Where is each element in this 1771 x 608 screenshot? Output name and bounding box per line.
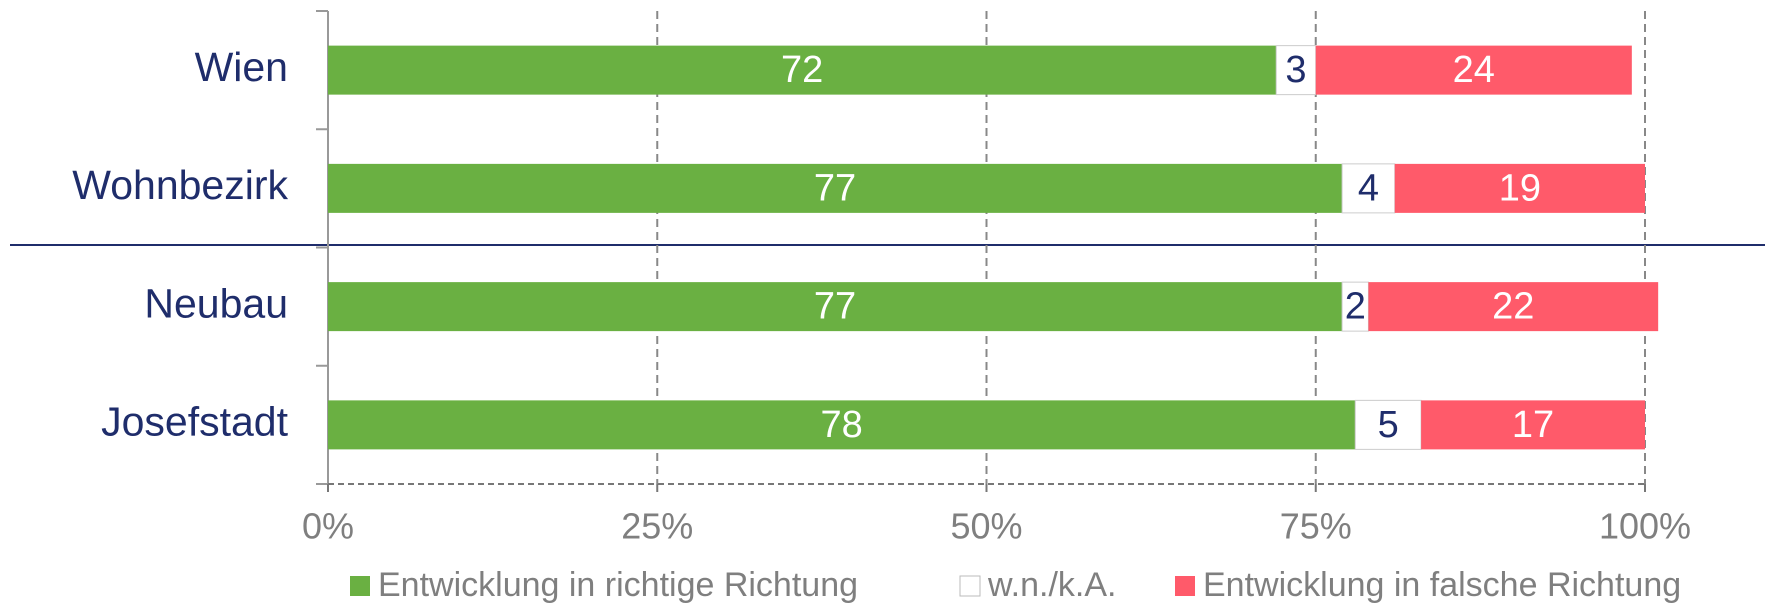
legend-swatch xyxy=(350,576,370,596)
legend-swatch xyxy=(1175,576,1195,596)
data-label: 3 xyxy=(1285,49,1306,91)
data-label: 22 xyxy=(1492,286,1534,328)
data-label: 78 xyxy=(820,404,862,446)
bar-segment xyxy=(1315,45,1632,95)
bar-segment xyxy=(328,163,1343,213)
x-tick-label: 25% xyxy=(621,506,693,547)
x-tick-label: 100% xyxy=(1599,506,1691,547)
legend-label: Entwicklung in richtige Richtung xyxy=(378,566,858,604)
data-label: 72 xyxy=(781,49,823,91)
bar-segment xyxy=(1354,399,1422,450)
bar-segment xyxy=(328,45,1277,95)
bar-segment xyxy=(1394,163,1645,213)
x-tick-label: 50% xyxy=(950,506,1022,547)
bar-segment xyxy=(1421,400,1645,450)
category-label: Neubau xyxy=(144,280,288,326)
bar-segment xyxy=(1341,281,1369,332)
bar-segment xyxy=(1341,163,1396,214)
legend-label: Entwicklung in falsche Richtung xyxy=(1203,566,1681,604)
bar-segment xyxy=(328,400,1356,450)
data-label: 2 xyxy=(1345,286,1366,328)
category-label: Wohnbezirk xyxy=(72,162,288,208)
data-label: 5 xyxy=(1378,404,1399,446)
data-label: 24 xyxy=(1453,49,1495,91)
data-label: 17 xyxy=(1512,404,1554,446)
bar-segment xyxy=(328,282,1343,332)
data-label: 77 xyxy=(814,167,856,209)
x-tick-label: 75% xyxy=(1280,506,1352,547)
category-label: Josefstadt xyxy=(101,399,288,445)
data-label: 77 xyxy=(814,286,856,328)
legend-label: w.n./k.A. xyxy=(987,566,1117,604)
category-label: Wien xyxy=(195,44,288,90)
data-label: 4 xyxy=(1358,167,1379,209)
x-tick-label: 0% xyxy=(302,506,354,547)
bar-segment xyxy=(1368,282,1659,332)
bar-segment xyxy=(1275,45,1317,96)
data-label: 19 xyxy=(1499,167,1541,209)
legend-swatch xyxy=(959,575,981,597)
